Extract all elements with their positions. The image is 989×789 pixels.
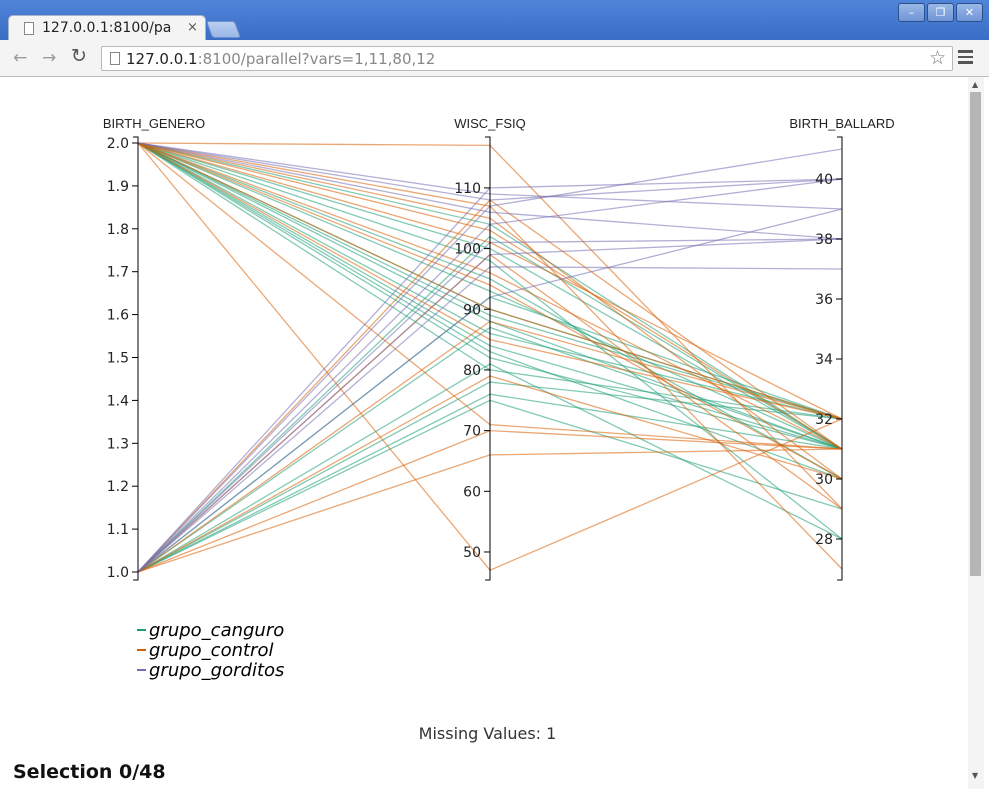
forward-arrow-icon[interactable]: → [42, 48, 57, 68]
tick-label: 90 [463, 302, 481, 318]
tick-label: 80 [463, 363, 481, 379]
tick-label: 32 [815, 412, 833, 428]
tick-label: 30 [815, 472, 833, 488]
tick-label: 28 [815, 532, 833, 548]
page-icon [24, 22, 34, 35]
maximize-button[interactable]: ❐ [927, 3, 954, 22]
tick-label: 60 [463, 484, 481, 500]
tick-label: 1.6 [107, 308, 129, 324]
tick-label: 1.8 [107, 222, 129, 238]
scroll-up-icon[interactable]: ▲ [972, 80, 979, 89]
tick-label: 50 [463, 545, 481, 561]
close-window-button[interactable]: ✕ [956, 3, 983, 22]
vertical-scrollbar[interactable]: ▲ ▼ [968, 77, 984, 789]
axis-wisc_fsiq[interactable]: WISC_FSIQ 50 60 70 80 90 100 110 [454, 116, 526, 581]
axis-title: BIRTH_GENERO [103, 116, 205, 131]
window-controls: – ❐ ✕ [898, 3, 983, 22]
tick-label: 40 [815, 172, 833, 188]
tick-label: 1.2 [107, 479, 129, 495]
minimize-button[interactable]: – [898, 3, 925, 22]
legend-label: grupo_gorditos [149, 660, 284, 681]
tick-label: 1.1 [107, 522, 129, 538]
tick-label: 1.0 [107, 565, 129, 581]
tick-label: 34 [815, 352, 833, 368]
tick-label: 38 [815, 232, 833, 248]
url-path: :8100/parallel?vars=1,11,80,12 [197, 50, 436, 68]
selection-count: Selection 0/48 [13, 761, 166, 783]
tick-label: 1.9 [107, 179, 129, 195]
tick-label: 1.7 [107, 265, 129, 281]
missing-values-label: Missing Values: 1 [418, 724, 557, 743]
axis-birth_genero[interactable]: BIRTH_GENERO 1.0 1.1 1.2 1.3 1.4 1.5 1.6 1.7 1.8 1… [103, 116, 205, 581]
window-titlebar: 127.0.0.1:8100/pa × – ❐ ✕ [0, 0, 989, 41]
legend-label: grupo_control [149, 640, 273, 661]
menu-icon[interactable] [958, 50, 973, 67]
address-bar[interactable]: 127.0.0.1:8100/parallel?vars=1,11,80,12 … [101, 46, 953, 71]
page-icon [110, 52, 120, 65]
tick-label: 110 [454, 181, 481, 197]
scroll-thumb[interactable] [970, 92, 981, 576]
tick-label: 1.5 [107, 351, 129, 367]
browser-tab[interactable]: 127.0.0.1:8100/pa × [8, 15, 206, 41]
tick-label: 100 [454, 242, 481, 258]
reload-icon[interactable]: ↻ [71, 45, 87, 67]
bookmark-star-icon[interactable]: ☆ [928, 47, 946, 69]
back-arrow-icon[interactable]: ← [13, 48, 28, 68]
legend-item[interactable]: grupo_control [137, 640, 273, 661]
legend-label: grupo_canguro [149, 620, 284, 641]
tick-label: 36 [815, 292, 833, 308]
legend-item[interactable]: grupo_canguro [137, 620, 284, 641]
axis-birth_ballard[interactable]: BIRTH_BALLARD 28 30 32 34 36 38 40 [789, 116, 895, 581]
parallel-coordinates-chart: BIRTH_GENERO 1.0 1.1 1.2 1.3 1.4 1.5 1.6 1.7 1.8 1… [103, 116, 895, 681]
scroll-down-icon[interactable]: ▼ [972, 771, 979, 780]
tick-label: 70 [463, 424, 481, 440]
new-tab-button[interactable] [205, 21, 242, 38]
axis-title: BIRTH_BALLARD [789, 116, 894, 131]
close-tab-icon[interactable]: × [187, 20, 198, 35]
tick-label: 2.0 [107, 136, 129, 152]
tab-title: 127.0.0.1:8100/pa [42, 20, 172, 36]
tick-label: 1.3 [107, 436, 129, 452]
legend-item[interactable]: grupo_gorditos [137, 660, 284, 681]
tick-label: 1.4 [107, 393, 129, 409]
axis-line [133, 136, 139, 581]
axis-line [485, 136, 491, 581]
axis-title: WISC_FSIQ [454, 116, 526, 131]
axes: BIRTH_GENERO 1.0 1.1 1.2 1.3 1.4 1.5 1.6 1.7 1.8 1… [103, 116, 895, 581]
url-host: 127.0.0.1 [126, 50, 198, 68]
